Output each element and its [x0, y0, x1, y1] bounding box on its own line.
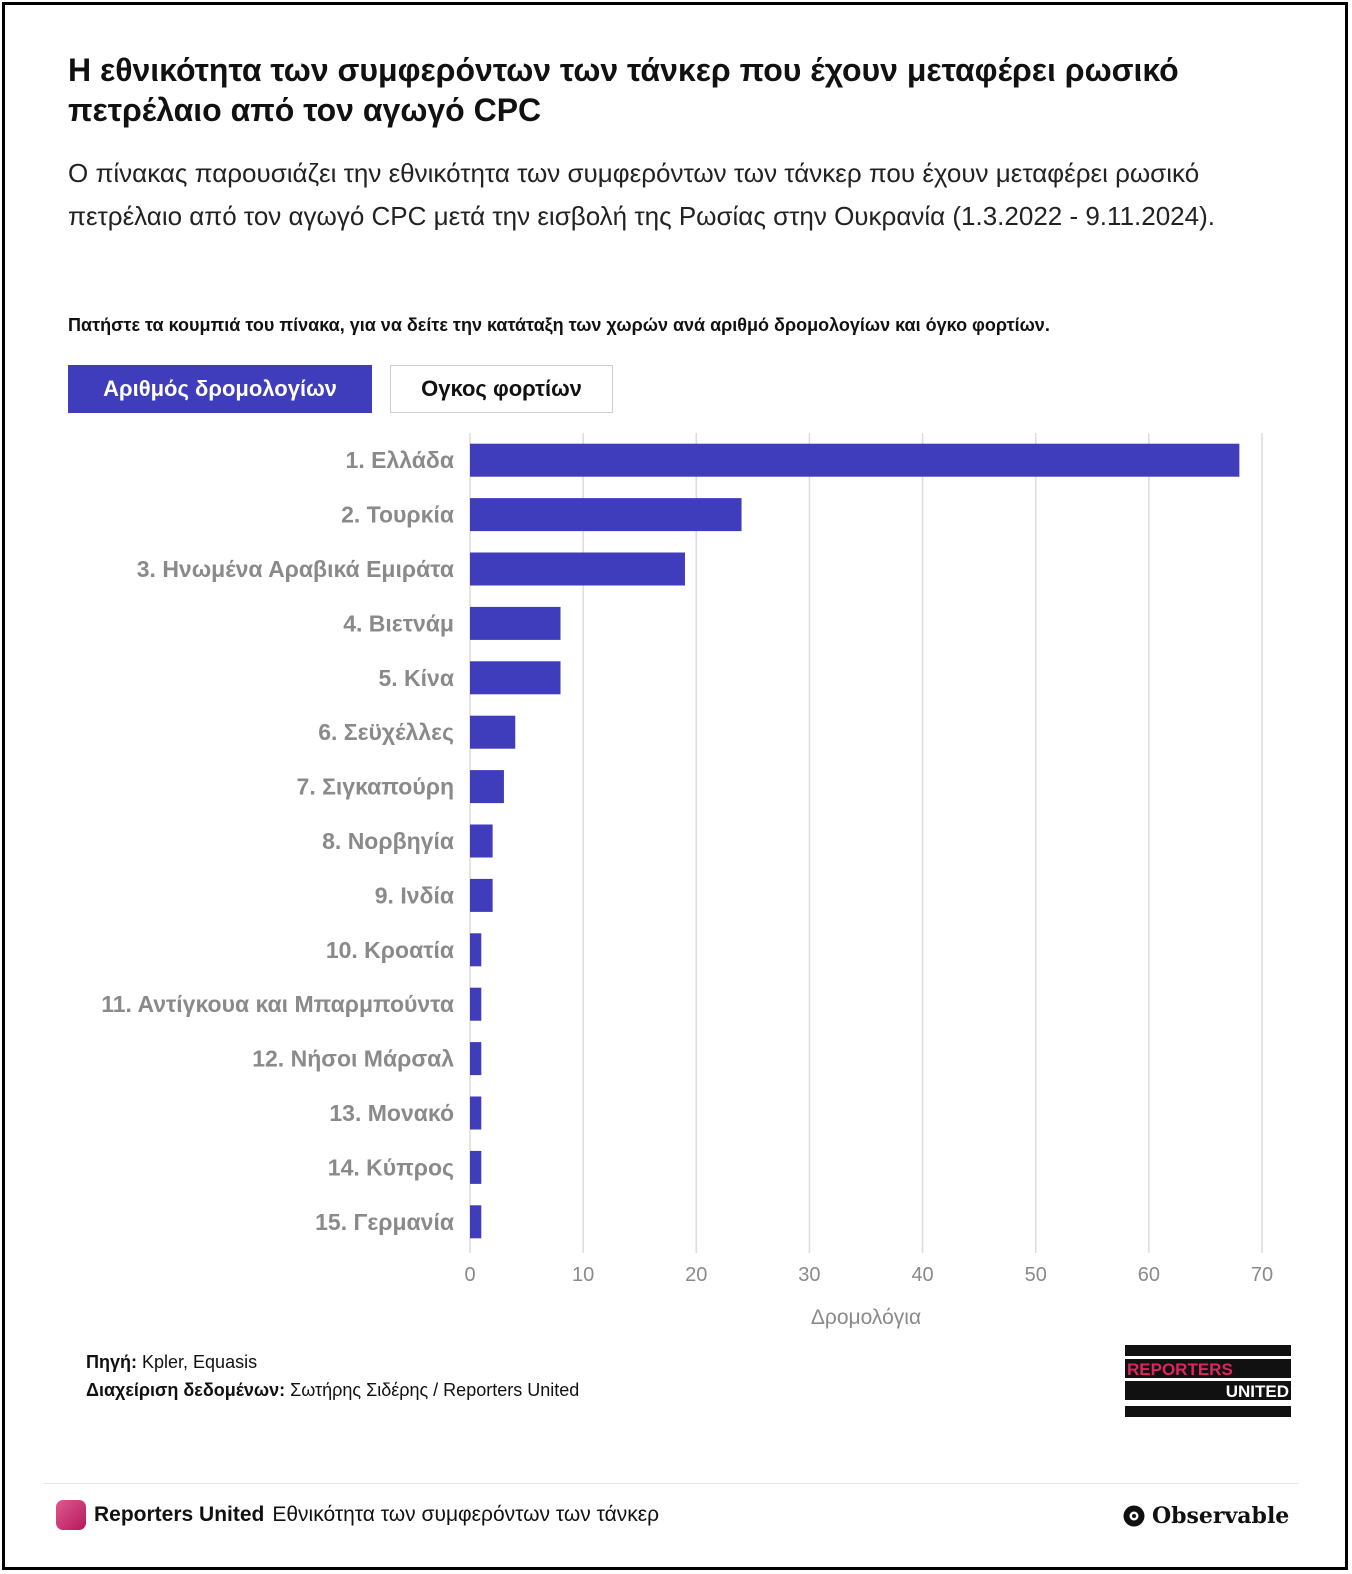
- notebook-bar[interactable]: Reporters United Εθνικότητα των συμφερόν…: [56, 1498, 659, 1532]
- category-label: 9. Ινδία: [375, 882, 454, 908]
- bar: [470, 443, 1240, 477]
- source-value: Kpler, Equasis: [142, 1352, 258, 1372]
- org-name[interactable]: Reporters United: [94, 1503, 265, 1526]
- logo-text-united: UNITED: [1226, 1382, 1289, 1401]
- observable-logo-icon: [1123, 1505, 1145, 1527]
- bar: [470, 552, 685, 586]
- bar: [470, 1042, 482, 1076]
- bar: [470, 1205, 482, 1239]
- logo-text-reporters: REPORTERS: [1127, 1360, 1233, 1379]
- category-label: 15. Γερμανία: [315, 1209, 454, 1235]
- category-label: 1. Ελλάδα: [346, 447, 454, 473]
- category-label: 2. Τουρκία: [341, 502, 454, 528]
- bar: [470, 878, 493, 912]
- bar: [470, 770, 504, 804]
- data-credit-value: Σωτήρης Σιδέρης / Reporters United: [290, 1380, 580, 1400]
- trips-count-button[interactable]: Αριθμός δρομολογίων: [68, 365, 372, 413]
- bar: [470, 606, 561, 640]
- bar-chart: 1. Ελλάδα 2. Τουρκία 3. Ηνωμένα Αραβικά Εμ…: [101, 433, 1273, 1329]
- category-label: 10. Κροατία: [326, 937, 454, 963]
- category-label: 13. Μονακό: [329, 1100, 454, 1126]
- category-label: 8. Νορβηγία: [322, 828, 454, 854]
- category-label: 6. Σεϋχέλλες: [318, 719, 454, 745]
- x-tick-label: 60: [1138, 1264, 1160, 1286]
- observable-label[interactable]: Observable: [1152, 1503, 1290, 1529]
- x-tick-label: 10: [572, 1264, 594, 1286]
- bar: [470, 715, 516, 749]
- observable-link[interactable]: Observable: [1122, 1500, 1289, 1532]
- category-label: 12. Νήσοι Μάρσαλ: [252, 1046, 454, 1072]
- x-tick-label: 70: [1251, 1264, 1273, 1286]
- bar: [470, 987, 482, 1021]
- x-tick-label: 0: [464, 1264, 475, 1286]
- bar: [470, 1150, 482, 1184]
- instruction-text: Πατήστε τα κουμπιά του πίνακα, για να δε…: [68, 315, 1050, 335]
- bar: [470, 933, 482, 967]
- category-label: 7. Σιγκαπούρη: [297, 774, 454, 800]
- category-label: 3. Ηνωμένα Αραβικά Εμιράτα: [137, 556, 454, 582]
- source-line: Πηγή: Kpler, Equasis: [86, 1348, 579, 1376]
- notebook-title[interactable]: Εθνικότητα των συμφερόντων των τάνκερ: [272, 1503, 660, 1526]
- chart-title: Η εθνικότητα των συμφερόντων των τάνκερ …: [68, 52, 1179, 128]
- x-tick-label: 20: [685, 1264, 707, 1286]
- source-label: Πηγή:: [86, 1352, 137, 1372]
- category-label: 11. Αντίγκουα και Μπαρμπούντα: [101, 991, 454, 1017]
- chart-subtitle: Ο πίνακας παρουσιάζει την εθνικότητα των…: [68, 158, 1215, 231]
- category-label: 14. Κύπρος: [328, 1154, 454, 1180]
- bar: [470, 498, 742, 532]
- x-tick-label: 50: [1025, 1264, 1047, 1286]
- x-tick-label: 30: [798, 1264, 820, 1286]
- footer-divider: [44, 1483, 1298, 1484]
- x-axis-title: Δρομολόγια: [811, 1306, 921, 1329]
- category-label: 5. Κίνα: [378, 665, 454, 691]
- bar: [470, 824, 493, 858]
- chart-footer: Πηγή: Kpler, Equasis Διαχείριση δεδομένω…: [86, 1348, 579, 1404]
- reporters-united-logo: REPORTERS UNITED: [1125, 1345, 1291, 1417]
- data-credit-label: Διαχείριση δεδομένων:: [86, 1380, 286, 1400]
- org-avatar-icon: [56, 1500, 86, 1530]
- bar: [470, 1096, 482, 1130]
- x-tick-label: 40: [911, 1264, 933, 1286]
- category-label: 4. Βιετνάμ: [343, 610, 454, 636]
- cargo-volume-button[interactable]: Ογκος φορτίων: [390, 365, 613, 413]
- bar: [470, 661, 561, 695]
- data-credit-line: Διαχείριση δεδομένων: Σωτήρης Σιδέρης / …: [86, 1376, 579, 1404]
